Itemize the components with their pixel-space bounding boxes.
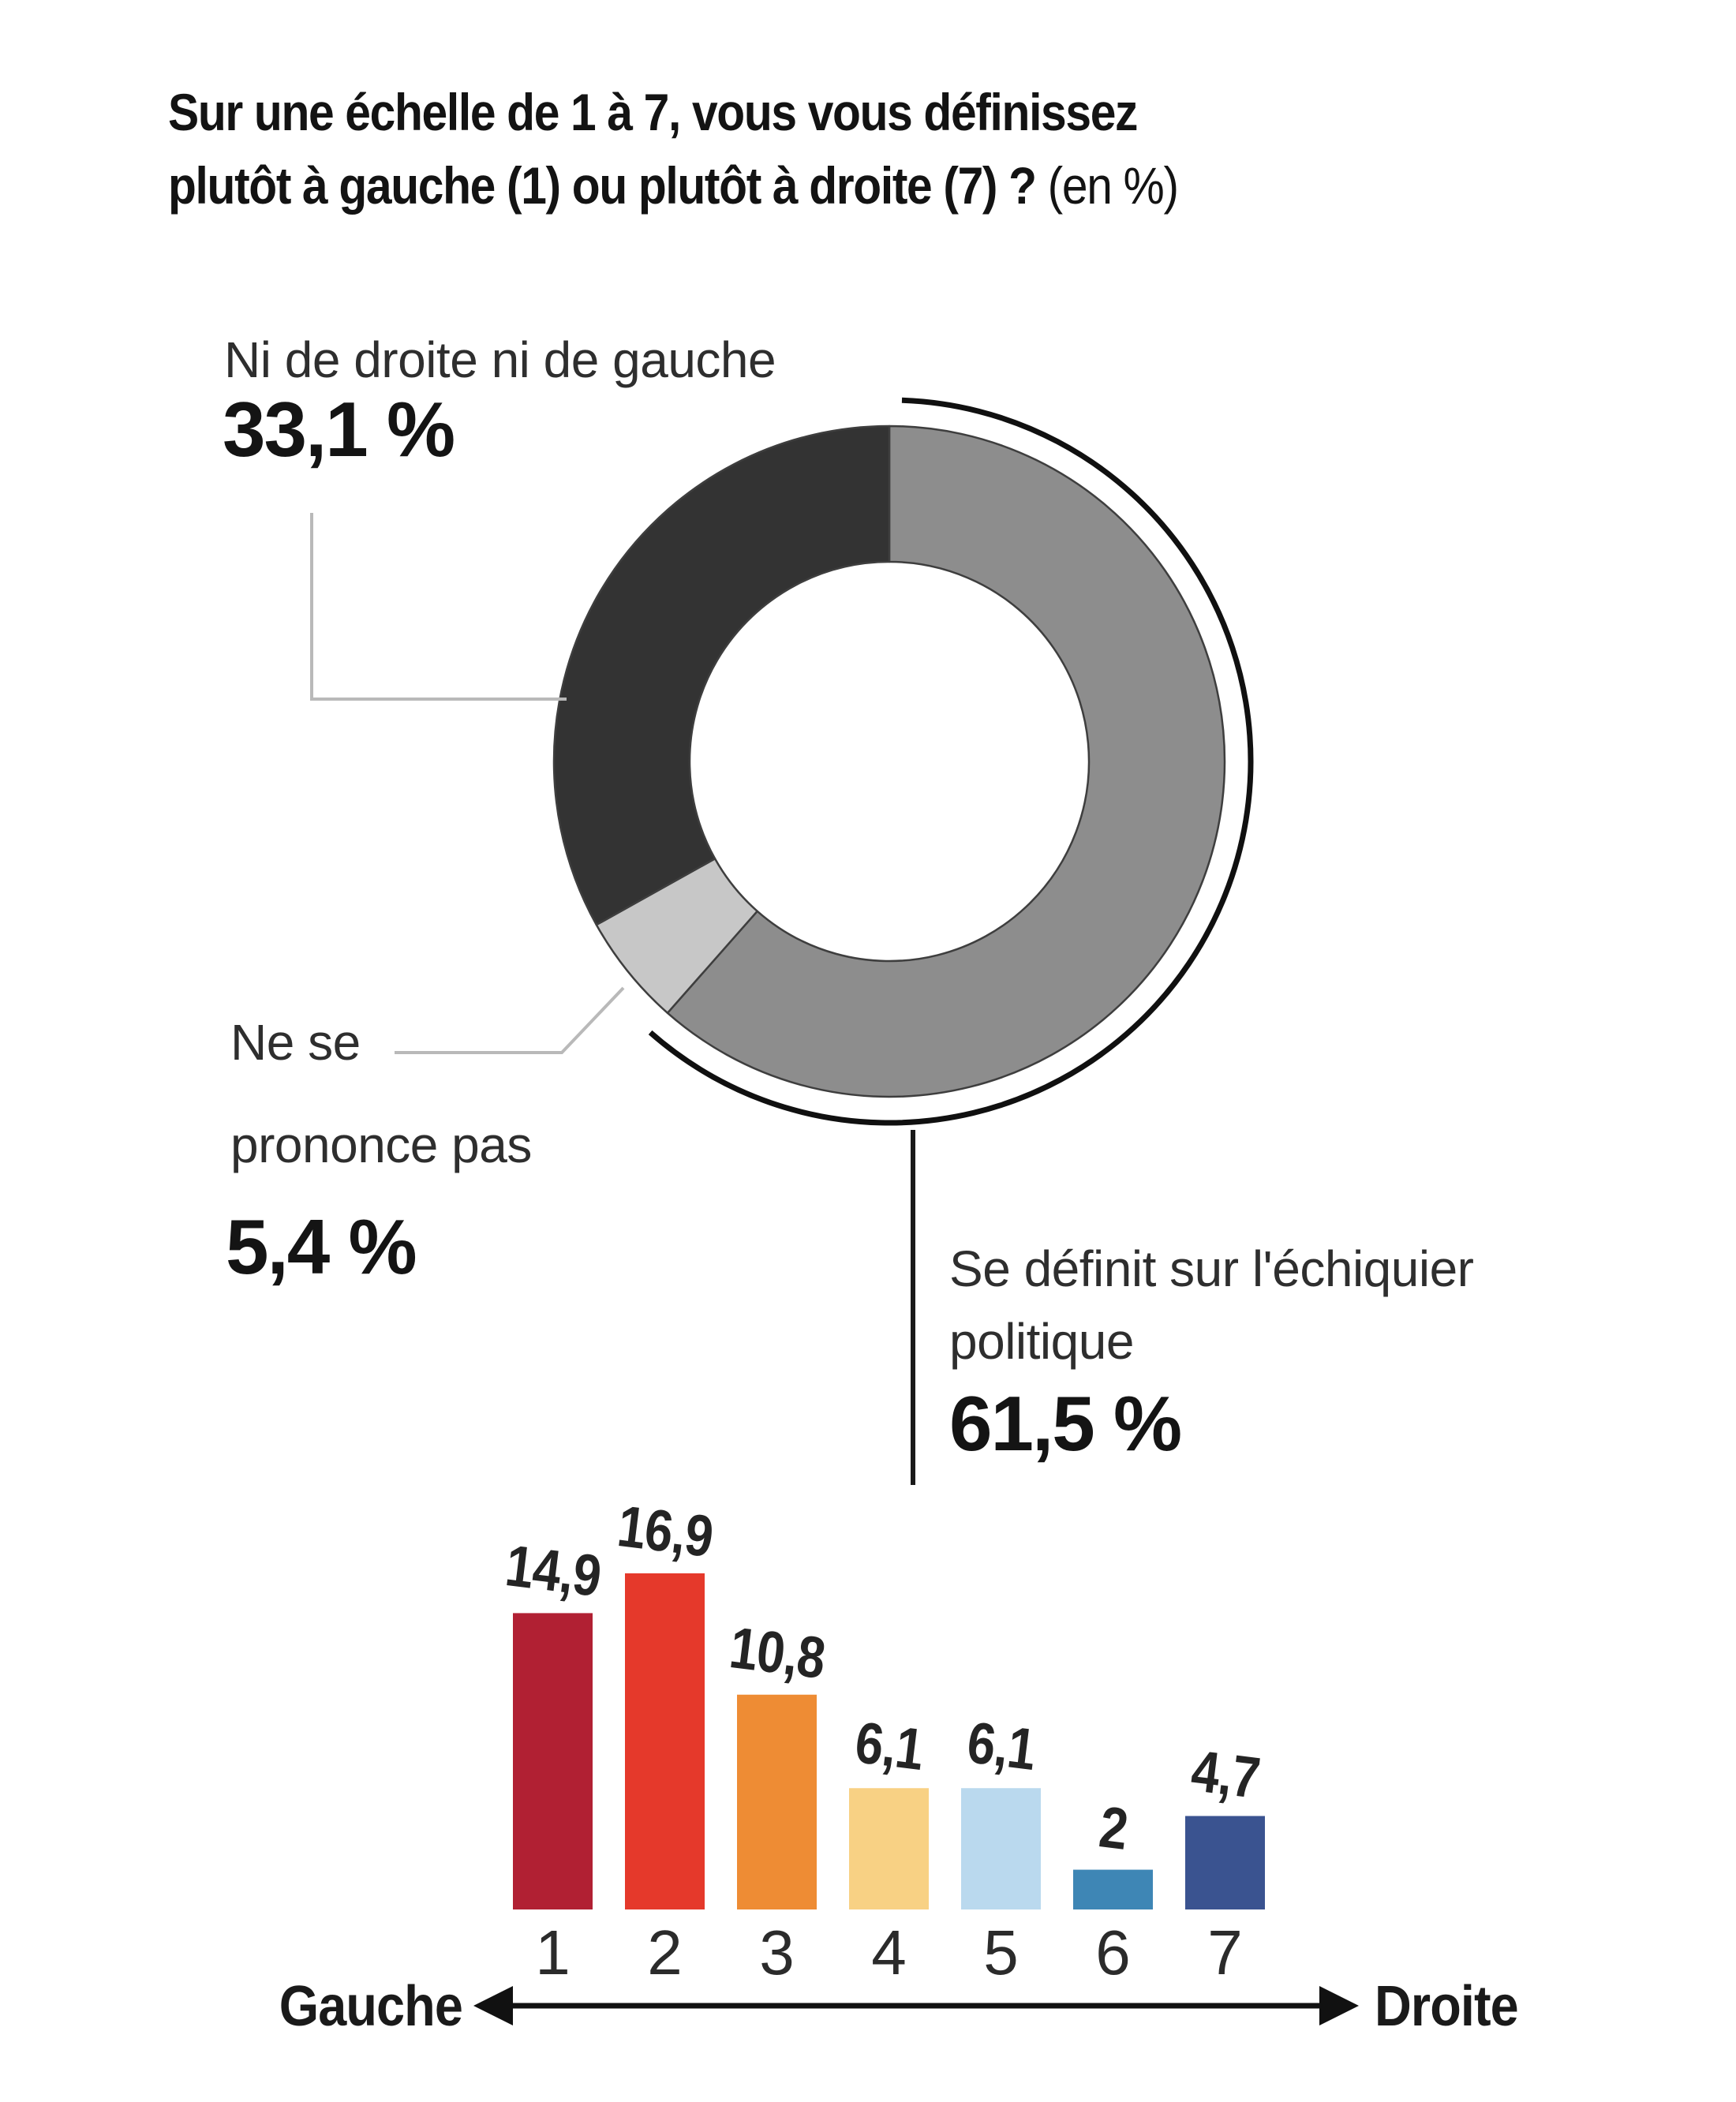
donut-slice-0 [666,425,1226,1098]
bar-6 [1073,1869,1153,1909]
donut-value-no-answer: 5,4 % [226,1203,417,1290]
bar-category-label-4: 4 [871,1917,907,1988]
bar-value-label-7: 4,7 [1187,1737,1263,1811]
bar-2 [625,1573,705,1909]
donut-slice-2 [552,425,891,926]
bar-value-label-5: 6,1 [963,1709,1039,1783]
bar-1 [513,1613,593,1909]
axis-arrow-right-head-icon [1319,1986,1359,2025]
bar-category-label-6: 6 [1095,1917,1131,1988]
axis-label-droite: Droite [1375,1975,1519,2038]
leader-line-no-answer [395,986,625,1054]
donut-value-defined: 61,5 % [949,1380,1182,1467]
chart-title-line2: plutôt à gauche (1) ou plutôt à droite (… [168,156,1179,215]
bar-value-label-3: 10,8 [725,1614,829,1691]
bar-value-label-1: 14,9 [501,1532,604,1610]
bar-category-label-1: 1 [535,1917,571,1988]
left-right-axis-arrow [473,1986,1359,2025]
bar-value-label-2: 16,9 [613,1492,716,1570]
donut-highlight-arc [648,397,1254,1126]
bar-category-label-5: 5 [983,1917,1019,1988]
donut-value-neither: 33,1 % [223,386,455,473]
chart-title-line1: Sur une échelle de 1 à 7, vous vous défi… [168,83,1138,141]
leader-line-neither [310,513,567,701]
bar-5 [961,1788,1041,1909]
chart-title-unit: (en %) [1047,156,1179,215]
highlight-arc-path [648,397,1254,1126]
axis-label-gauche: Gauche [279,1975,463,2038]
bar-3 [737,1694,817,1909]
bar-chart [513,1573,1265,1909]
bar-4 [849,1788,929,1909]
donut-label-no-answer: Ne se prononce pas [230,1014,532,1173]
bar-category-label-2: 2 [647,1917,683,1988]
bar-value-label-4: 6,1 [851,1709,927,1783]
donut-chart [552,425,1226,1098]
donut-label-defined: Se définit sur l'échiquier politique [949,1240,1474,1370]
bar-category-label-3: 3 [759,1917,795,1988]
axis-arrow-left-head-icon [473,1986,513,2025]
donut-label-neither: Ni de droite ni de gauche [224,331,776,388]
bar-7 [1185,1816,1265,1909]
bar-category-label-7: 7 [1207,1917,1243,1988]
bar-value-label-6: 2 [1095,1793,1131,1862]
chart-title: Sur une échelle de 1 à 7, vous vous défi… [168,76,1179,223]
